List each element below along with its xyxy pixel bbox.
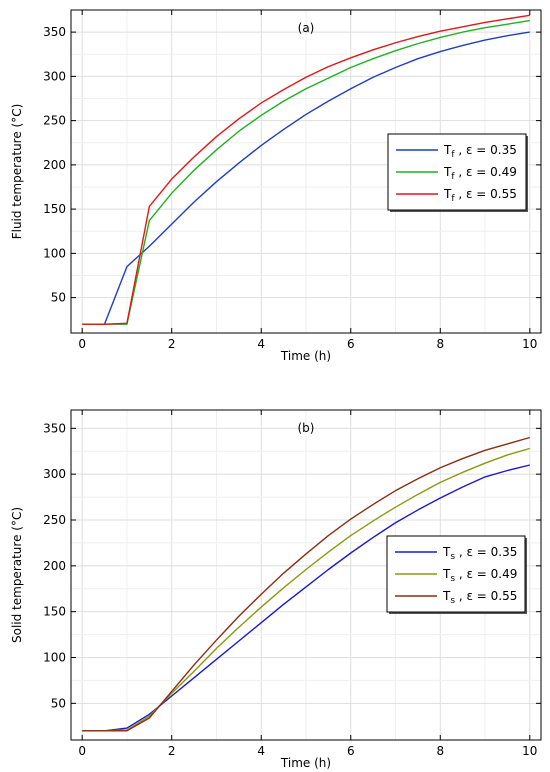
axes-frame [70,409,542,741]
x-axis: 0 2 4 6 8 10 [78,410,537,758]
y-axis-title: Fluid temperature (°C) [10,104,24,240]
x-tick-label: 8 [436,744,444,758]
legend-label-1: Ts , ε = 0.35 [442,545,517,562]
legend-label-main: T [442,589,451,603]
x-axis-title: Time (h) [280,756,331,770]
legend-label-subscript: s [450,552,455,562]
chart-panel-b: 0 2 4 6 8 10 50 100 150 200 250 300 350 Time (h) Solid… [10,409,542,770]
x-tick-label: 6 [347,337,355,351]
legend-label-rest: , ε = 0.49 [455,165,517,179]
x-tick-label: 10 [522,744,537,758]
legend-label-subscript: f [451,194,455,204]
x-tick-label: 4 [257,744,265,758]
legend-label-rest: , ε = 0.55 [455,187,517,201]
y-tick-label: 350 [43,25,66,39]
legend-label-subscript: f [451,172,455,182]
series-line-3 [82,14,530,325]
axes-frame [70,9,542,334]
legend-label-subscript: s [450,574,455,584]
x-tick-label: 10 [522,337,537,351]
series-group [82,436,531,732]
legend-label-main: T [443,187,452,201]
y-tick-label: 50 [51,696,66,710]
y-tick-label: 300 [43,69,66,83]
y-tick-label: 250 [43,513,66,527]
panel-label: (a) [298,21,315,35]
y-axis-title: Solid temperature (°C) [10,507,24,643]
series-group [82,14,530,325]
legend-label-2: Tf , ε = 0.49 [443,165,517,182]
y-tick-label: 100 [43,651,66,665]
x-axis-title: Time (h) [280,349,331,363]
legend-label-1: Tf , ε = 0.35 [443,143,517,160]
y-tick-label: 200 [43,559,66,573]
series-line-1 [82,31,530,325]
legend-label-subscript: s [450,596,455,606]
chart-panel-a: 0 2 4 6 8 10 50 100 150 200 250 300 350 Time (h) Fluid… [10,9,542,363]
x-tick-label: 8 [436,337,444,351]
y-tick-label: 250 [43,114,66,128]
y-axis: 50 100 150 200 250 300 350 [43,421,541,710]
x-axis: 0 2 4 6 8 10 [78,10,537,351]
y-axis: 50 100 150 200 250 300 350 [43,25,541,305]
y-tick-label: 100 [43,246,66,260]
x-tick-label: 6 [347,744,355,758]
legend-label-3: Ts , ε = 0.55 [442,589,517,606]
x-tick-label: 2 [168,337,176,351]
legend-label-3: Tf , ε = 0.55 [443,187,517,204]
y-tick-label: 150 [43,605,66,619]
legend-label-rest: , ε = 0.49 [455,567,517,581]
series-line-3 [82,436,531,732]
legend-label-main: T [442,567,451,581]
x-tick-label: 2 [168,744,176,758]
legend-label-rest: , ε = 0.35 [455,143,517,157]
x-tick-label: 0 [78,744,86,758]
series-line-2 [82,19,530,325]
legend-label-main: T [443,143,452,157]
legend-label-main: T [443,165,452,179]
legend-label-2: Ts , ε = 0.49 [442,567,517,584]
y-tick-label: 150 [43,202,66,216]
legend-label-rest: , ε = 0.55 [455,589,517,603]
panel-label: (b) [298,421,315,435]
y-tick-label: 300 [43,467,66,481]
legend-label-main: T [442,545,451,559]
legend-label-subscript: f [451,150,455,160]
y-tick-label: 350 [43,421,66,435]
x-tick-label: 4 [257,337,265,351]
x-tick-label: 0 [78,337,86,351]
y-tick-label: 50 [51,291,66,305]
legend-label-rest: , ε = 0.35 [455,545,517,559]
y-tick-label: 200 [43,158,66,172]
